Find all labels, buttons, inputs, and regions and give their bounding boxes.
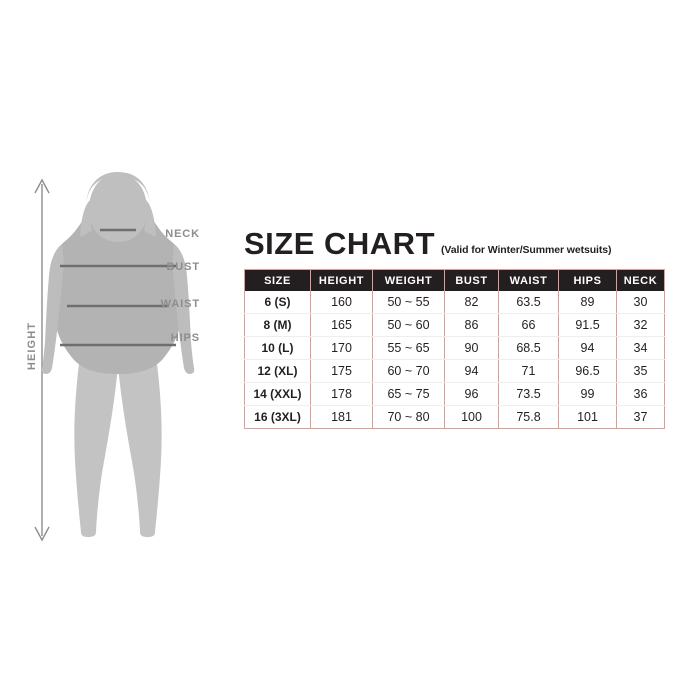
cell-size: 12 (XL) — [244, 359, 311, 383]
right-arm-shape — [172, 244, 195, 374]
table-row: 14 (XXL) 178 65 ~ 75 96 73.5 99 36 — [244, 382, 665, 406]
cell-size: 14 (XXL) — [244, 382, 311, 406]
cell-waist: 63.5 — [498, 291, 559, 314]
cell-bust: 100 — [444, 405, 499, 429]
cell-hips: 96.5 — [558, 359, 617, 383]
cell-weight: 50 ~ 60 — [372, 313, 445, 337]
cell-height: 160 — [310, 291, 373, 314]
table-row: 16 (3XL) 181 70 ~ 80 100 75.8 101 37 — [244, 405, 665, 429]
cell-height: 178 — [310, 382, 373, 406]
legs-shape — [74, 356, 162, 537]
cell-size: 8 (M) — [244, 313, 311, 337]
table-row: 6 (S) 160 50 ~ 55 82 63.5 89 30 — [244, 291, 665, 314]
cell-waist: 71 — [498, 359, 559, 383]
body-diagram-panel: NECK BUST WAIST HIPS HEIGHT — [0, 0, 240, 700]
cell-hips: 99 — [558, 382, 617, 406]
cell-bust: 96 — [444, 382, 499, 406]
table-row: 12 (XL) 175 60 ~ 70 94 71 96.5 35 — [244, 359, 665, 383]
cell-weight: 60 ~ 70 — [372, 359, 445, 383]
torso-shape — [55, 202, 181, 374]
hips-label: HIPS — [170, 332, 200, 344]
column-header-bust: BUST — [444, 269, 499, 291]
cell-weight: 70 ~ 80 — [372, 405, 445, 429]
cell-neck: 36 — [616, 382, 665, 406]
bust-label: BUST — [166, 261, 200, 273]
cell-bust: 82 — [444, 291, 499, 314]
left-arm-shape — [41, 244, 64, 374]
cell-hips: 101 — [558, 405, 617, 429]
cell-height: 181 — [310, 405, 373, 429]
height-label: HEIGHT — [26, 321, 38, 371]
cell-neck: 34 — [616, 336, 665, 360]
table-row: 8 (M) 165 50 ~ 60 86 66 91.5 32 — [244, 313, 665, 337]
cell-waist: 68.5 — [498, 336, 559, 360]
page-title: SIZE CHART — [244, 226, 435, 261]
chart-subtitle: (Valid for Winter/Summer wetsuits) — [441, 244, 612, 256]
chart-heading: SIZE CHART (Valid for Winter/Summer wets… — [244, 228, 674, 266]
cell-bust: 86 — [444, 313, 499, 337]
cell-size: 6 (S) — [244, 291, 311, 314]
female-body-silhouette — [34, 172, 195, 542]
column-header-size: SIZE — [244, 269, 311, 291]
table-header-row: SIZE HEIGHT WEIGHT BUST WAIST HIPS NECK — [244, 269, 665, 291]
cell-waist: 66 — [498, 313, 559, 337]
column-header-height: HEIGHT — [310, 269, 373, 291]
head-shape — [89, 174, 147, 242]
cell-hips: 94 — [558, 336, 617, 360]
cell-height: 165 — [310, 313, 373, 337]
column-header-waist: WAIST — [498, 269, 559, 291]
cell-size: 16 (3XL) — [244, 405, 311, 429]
neck-label: NECK — [165, 228, 200, 240]
cell-neck: 37 — [616, 405, 665, 429]
cell-hips: 89 — [558, 291, 617, 314]
height-arrow — [34, 178, 50, 542]
column-header-weight: WEIGHT — [372, 269, 445, 291]
column-header-hips: HIPS — [558, 269, 617, 291]
cell-height: 170 — [310, 336, 373, 360]
cell-weight: 50 ~ 55 — [372, 291, 445, 314]
cell-weight: 55 ~ 65 — [372, 336, 445, 360]
cell-bust: 94 — [444, 359, 499, 383]
cell-waist: 75.8 — [498, 405, 559, 429]
cell-waist: 73.5 — [498, 382, 559, 406]
hair-left-shape — [80, 200, 92, 236]
cell-neck: 30 — [616, 291, 665, 314]
cell-height: 175 — [310, 359, 373, 383]
table-row: 10 (L) 170 55 ~ 65 90 68.5 94 34 — [244, 336, 665, 360]
column-header-neck: NECK — [616, 269, 665, 291]
cell-size: 10 (L) — [244, 336, 311, 360]
cell-hips: 91.5 — [558, 313, 617, 337]
cell-neck: 35 — [616, 359, 665, 383]
cell-neck: 32 — [616, 313, 665, 337]
size-chart-table: SIZE HEIGHT WEIGHT BUST WAIST HIPS NECK … — [244, 269, 665, 429]
waist-label: WAIST — [160, 298, 200, 310]
hair-right-shape — [144, 200, 156, 236]
cell-weight: 65 ~ 75 — [372, 382, 445, 406]
cell-bust: 90 — [444, 336, 499, 360]
